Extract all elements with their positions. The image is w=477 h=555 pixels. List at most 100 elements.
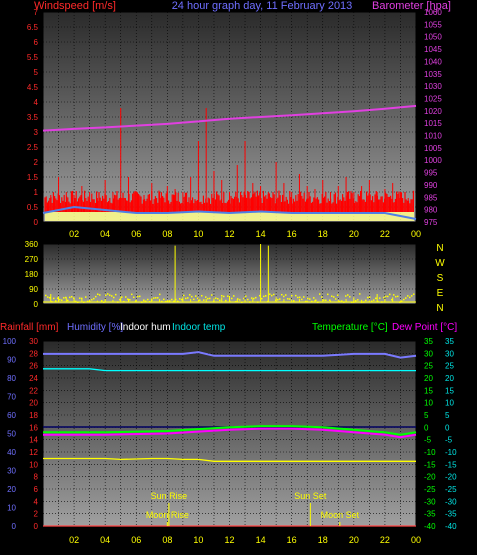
climate-panel-x-tick-label: 08	[162, 535, 172, 545]
direction-point	[71, 295, 73, 298]
rain-y-tick-label: 10	[29, 460, 38, 469]
direction-point	[291, 294, 293, 297]
baro-y-tick-label: 1015	[424, 119, 442, 128]
climate-panel-x-tick-label: 22	[380, 535, 390, 545]
direction-point	[147, 298, 149, 301]
direction-point	[67, 299, 69, 302]
wind-y-tick-label: 5	[34, 68, 39, 77]
climate-panel-x-tick-label: 18	[318, 535, 328, 545]
rain-y-tick-label: 6	[34, 485, 39, 494]
direction-point	[357, 299, 359, 301]
dewpoint-y-tick-label: -30	[445, 497, 457, 506]
direction-point	[327, 293, 329, 296]
baro-y-tick-label: 1010	[424, 132, 442, 141]
direction-point	[355, 299, 357, 302]
direction-point	[261, 297, 263, 300]
temp-y-tick-label: 5	[424, 411, 429, 420]
humidity-y-tick-label: 80	[7, 374, 16, 383]
series-indoor-temp-yellow-trace-	[43, 457, 416, 462]
direction-point	[303, 296, 305, 298]
direction-point	[407, 295, 409, 297]
direction-point	[97, 293, 99, 295]
rain-y-tick-label: 24	[29, 374, 38, 383]
direction-point	[105, 294, 107, 296]
baro-y-tick-label: 995	[424, 169, 438, 178]
baro-y-tick-label: 990	[424, 181, 438, 190]
direction-point	[115, 293, 117, 296]
dewpoint-y-tick-label: -10	[445, 448, 457, 457]
dewpoint-y-tick-label: 5	[445, 411, 450, 420]
direction-point	[333, 296, 335, 298]
dewpoint-y-tick-label: 20	[445, 374, 454, 383]
direction-point	[183, 294, 185, 297]
wind-y-tick-label: 2	[34, 158, 39, 167]
direction-point	[263, 295, 265, 298]
compass-label: S	[437, 273, 444, 284]
direction-point	[301, 298, 303, 301]
wind-panel-x-tick-label: 12	[224, 229, 234, 239]
direction-point	[181, 298, 183, 301]
direction-point	[305, 300, 307, 303]
direction-point	[65, 296, 67, 299]
direction-point	[195, 295, 197, 297]
direction-point	[119, 298, 121, 301]
baro-y-tick-label: 1060	[424, 8, 442, 17]
baro-y-tick-label: 1045	[424, 45, 442, 54]
temp-y-tick-label: -10	[424, 448, 436, 457]
temp-y-tick-label: 30	[424, 349, 433, 358]
direction-point	[331, 295, 333, 297]
direction-point	[145, 300, 147, 302]
direction-point	[53, 297, 55, 300]
wind-panel-x-tick-label: 10	[193, 229, 203, 239]
direction-point	[405, 297, 407, 299]
wind-y-tick-label: 6.5	[27, 23, 39, 32]
direction-point	[389, 293, 391, 296]
direction-point	[129, 299, 131, 301]
direction-point	[285, 294, 287, 296]
wind-y-tick-label: 1.5	[27, 173, 39, 182]
wind-gust-band	[45, 212, 414, 221]
direction-point	[273, 293, 275, 296]
annotation-moon-set: Moon Set	[321, 510, 360, 520]
direction-point	[199, 299, 201, 301]
direction-point	[101, 300, 103, 302]
baro-y-tick-label: 1050	[424, 33, 442, 42]
temp-y-tick-label: 25	[424, 362, 433, 371]
direction-point	[391, 298, 393, 301]
direction-point	[163, 298, 165, 301]
legend-indoor-hum: Indoor hum	[120, 322, 171, 333]
direction-point	[197, 297, 199, 300]
direction-point	[223, 295, 225, 298]
direction-point	[339, 300, 341, 303]
wind-panel-x-tick-label: 02	[69, 229, 79, 239]
direction-point	[137, 295, 139, 298]
direction-point	[207, 297, 209, 300]
direction-point	[201, 294, 203, 297]
wind-panel-x-tick-label: 00	[411, 229, 421, 239]
direction-point	[109, 294, 111, 296]
direction-point	[281, 293, 283, 296]
direction-point	[57, 297, 59, 299]
climate-panel-x-tick-label: 12	[224, 535, 234, 545]
baro-y-tick-label: 1025	[424, 94, 442, 103]
temp-y-tick-label: -5	[424, 436, 432, 445]
direction-point	[175, 298, 177, 301]
direction-point	[283, 295, 285, 298]
humidity-y-tick-label: 40	[7, 448, 16, 457]
climate-panel-x-tick-label: 00	[411, 535, 421, 545]
wind-y-tick-label: 2.5	[27, 143, 39, 152]
direction-point	[321, 296, 323, 298]
temp-y-tick-label: -35	[424, 510, 436, 519]
wind-panel-x-tick-label: 08	[162, 229, 172, 239]
baro-y-tick-label: 975	[424, 218, 438, 227]
direction-point	[231, 297, 233, 300]
direction-point	[393, 294, 395, 296]
wind-y-tick-label: 3.5	[27, 113, 39, 122]
series-humidity-	[43, 351, 417, 359]
wind-y-tick-label: 1	[34, 188, 39, 197]
direction-point	[95, 295, 97, 298]
direction-point	[269, 293, 271, 295]
climate-panel-x-tick-label: 02	[69, 535, 79, 545]
temp-y-tick-label: 10	[424, 399, 433, 408]
